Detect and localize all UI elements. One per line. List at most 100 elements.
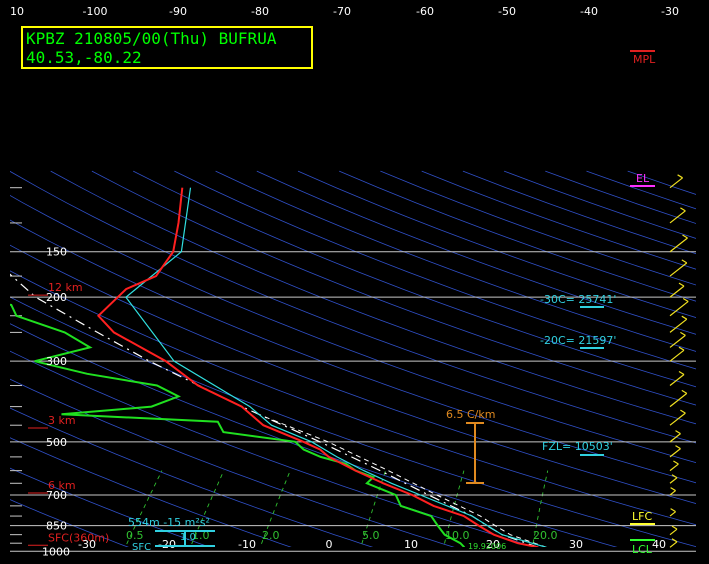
wind-barb-flag-6 bbox=[681, 315, 688, 320]
wind-barb-flag-18 bbox=[671, 525, 678, 530]
dry-adiabat-340 bbox=[10, 244, 696, 504]
wind-barb-0 bbox=[669, 177, 683, 189]
wind-barb-flag-14 bbox=[673, 460, 679, 465]
mixing-ratio-label-1: 1.0 bbox=[192, 529, 210, 542]
wind-barb-15 bbox=[669, 477, 678, 484]
mixing-ratio-line-10 bbox=[443, 470, 465, 547]
isobars bbox=[10, 187, 696, 552]
mpl-marker: MPL bbox=[630, 50, 656, 66]
top-tick-6: -50 bbox=[498, 5, 516, 18]
wind-barb-19 bbox=[669, 541, 678, 548]
height-label-2: 3 km bbox=[48, 414, 76, 427]
mixing-ratio-label-2: 2.0 bbox=[262, 529, 280, 542]
wind-barb-1 bbox=[669, 210, 686, 224]
srh-value: 1.0 bbox=[180, 532, 196, 543]
dry-adiabat-290 bbox=[10, 378, 455, 547]
bottom-tick-2: -10 bbox=[238, 538, 256, 551]
wind-barb-flag-9 bbox=[678, 371, 685, 376]
wind-barb-8 bbox=[669, 349, 685, 362]
top-tick-8: -30 bbox=[661, 5, 679, 18]
mixing-ratio-lines: 0.5 1.0 2.0 5.0 10.0 20.0 bbox=[124, 470, 558, 547]
surface-mix-label: 19.92006 bbox=[468, 542, 506, 551]
wind-barb-16 bbox=[669, 490, 676, 496]
mixing-ratio-label-5: 20.0 bbox=[533, 529, 558, 542]
station-header-line1: KPBZ 210805/00(Thu) BUFRUA bbox=[26, 29, 277, 48]
el-label: EL bbox=[636, 172, 650, 185]
wind-barb-6 bbox=[669, 318, 688, 333]
top-tick-5: -60 bbox=[416, 5, 434, 18]
dry-adiabat-260 bbox=[10, 467, 211, 547]
wind-barb-flag-1 bbox=[680, 207, 686, 212]
lfc-label: LFC bbox=[632, 510, 652, 523]
isobar-label-500: 500 bbox=[46, 436, 67, 449]
dry-adiabat-360 bbox=[10, 195, 696, 464]
plot-area bbox=[10, 10, 696, 547]
bottom-tick-7: 40 bbox=[652, 538, 666, 551]
wind-barb-18 bbox=[669, 528, 678, 536]
wind-barb-flag-16 bbox=[670, 487, 676, 492]
dry-adiabat-280 bbox=[10, 407, 374, 547]
dry-adiabat-400 bbox=[133, 170, 696, 388]
height-label-0: 12 km bbox=[48, 281, 83, 294]
wind-barb-13 bbox=[669, 448, 681, 458]
top-tick-7: -40 bbox=[580, 5, 598, 18]
dry-adiabat-250 bbox=[10, 499, 129, 547]
wind-barb-flag-7 bbox=[680, 331, 686, 336]
wind-barb-flag-15 bbox=[671, 474, 678, 479]
wind-barb-3 bbox=[669, 262, 688, 277]
wind-barb-9 bbox=[669, 374, 685, 386]
mixing-ratio-label-4: 10.0 bbox=[445, 529, 470, 542]
top-tick-4: -70 bbox=[333, 5, 351, 18]
virtual-temperature-trace bbox=[125, 187, 547, 547]
minus20-label: -20C= 21597' bbox=[540, 334, 616, 347]
height-label-3: SFC(360m) bbox=[48, 531, 109, 544]
isobar-label-700: 700 bbox=[46, 489, 67, 502]
temperature-trace bbox=[96, 187, 539, 547]
minus30-level: -30C= 25741' bbox=[540, 293, 616, 308]
wind-barb-12 bbox=[669, 433, 681, 443]
bottom-tick-0: -30 bbox=[78, 538, 96, 551]
isobar-label-300: 300 bbox=[46, 355, 67, 368]
lapse-rate-marker: 6.5 C/km bbox=[446, 408, 495, 484]
dry-adiabat-300 bbox=[10, 350, 536, 547]
isobar-label-200: 200 bbox=[46, 291, 67, 304]
top-tick-1: -100 bbox=[83, 5, 108, 18]
bottom-tick-5: 20 bbox=[486, 538, 500, 551]
dry-adiabats bbox=[10, 170, 696, 547]
wind-barb-10 bbox=[669, 392, 688, 408]
sfc-label: SFC bbox=[132, 542, 151, 553]
wind-barb-7 bbox=[669, 334, 686, 348]
wind-barb-2 bbox=[669, 237, 688, 253]
lfc-marker: LFC bbox=[630, 510, 655, 525]
dry-adiabat-350 bbox=[10, 219, 696, 484]
top-tick-0: 10 bbox=[10, 5, 24, 18]
srh-label: 554m -15 m²s² bbox=[128, 516, 210, 529]
wind-barb-11 bbox=[669, 412, 686, 426]
lcl-marker: LCL bbox=[630, 539, 655, 556]
wind-barb-flag-10 bbox=[681, 389, 688, 394]
minus20-level: -20C= 21597' bbox=[540, 334, 616, 349]
storm-relative-helicity: 554m -15 m²s² SFC 1.0 bbox=[128, 516, 215, 553]
wind-barb-flag-3 bbox=[681, 259, 688, 264]
isobar-label-850: 850 bbox=[46, 520, 67, 533]
dry-adiabat-420 bbox=[215, 170, 696, 352]
dewpoint-trace bbox=[10, 303, 466, 547]
wind-barb-flag-13 bbox=[675, 445, 681, 450]
wind-barb-5 bbox=[669, 300, 689, 317]
wind-barb-flag-8 bbox=[678, 346, 685, 351]
dry-adiabat-270 bbox=[10, 437, 292, 547]
wind-barb-flag-2 bbox=[682, 234, 688, 239]
mixing-ratio-label-3: 5.0 bbox=[362, 529, 380, 542]
wind-barb-flag-17 bbox=[670, 508, 676, 513]
wind-barb-flag-5 bbox=[682, 297, 689, 302]
wind-barb-17 bbox=[669, 511, 676, 517]
fzl-level: FZL= 10503' bbox=[542, 440, 613, 456]
dry-adiabat-390 bbox=[91, 170, 696, 406]
dry-adiabat-430 bbox=[256, 170, 696, 335]
bottom-tick-4: 10 bbox=[404, 538, 418, 551]
wind-barb-4 bbox=[669, 285, 685, 298]
mixing-ratio-line-20 bbox=[532, 470, 549, 547]
dry-adiabat-310 bbox=[10, 323, 618, 547]
